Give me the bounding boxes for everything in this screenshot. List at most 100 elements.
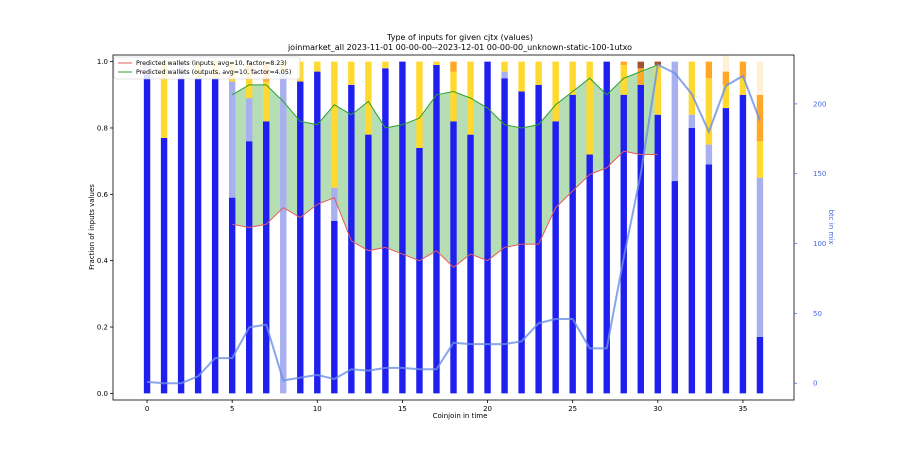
bar-yellow-10	[314, 61, 321, 72]
bar-yellow-1	[160, 61, 168, 138]
bar-yellow-14	[382, 61, 389, 69]
x-tick-label-5: 5	[230, 405, 234, 413]
bar-blue-21	[501, 78, 508, 394]
x-tick-label-35: 35	[738, 405, 747, 413]
y-right-tick-label-150: 150	[813, 170, 826, 178]
bar-orange-35	[739, 61, 747, 79]
bar-yellow-21	[501, 61, 508, 72]
bar-yellow-22	[518, 61, 525, 92]
predicted-outputs-line	[231, 64, 658, 129]
bar-yellow-13	[365, 61, 372, 135]
bar-orange-33	[705, 61, 713, 79]
bar-blue-6	[246, 141, 253, 394]
bar-blue-14	[382, 68, 389, 394]
bar-yellow-34	[722, 84, 730, 109]
bar-yellow-26	[586, 61, 593, 155]
legend-box	[113, 56, 301, 80]
bar-blue-3	[194, 78, 202, 394]
bar-yellow-18	[450, 71, 457, 122]
bar-blue-13	[365, 134, 372, 394]
bar-light_blue-31	[671, 61, 679, 182]
bar-blue-25	[569, 94, 576, 394]
bar-orange-34	[722, 71, 730, 85]
x-tick-label-20: 20	[483, 405, 492, 413]
y-axis-right-label: btc in mix	[827, 210, 835, 245]
x-tick-label-25: 25	[568, 405, 577, 413]
bar-blue-5	[228, 197, 236, 394]
bar-light_blue-8	[280, 71, 287, 394]
bar-blue-4	[211, 78, 219, 394]
bar-cream-36	[756, 61, 764, 95]
bar-blue-20	[484, 61, 491, 394]
y-tick-label-0.2: 0.2	[97, 324, 108, 332]
bar-yellow-16	[416, 61, 423, 148]
x-tick-label-0: 0	[145, 405, 149, 413]
predicted-inputs-line	[232, 150, 658, 268]
bar-blue-26	[586, 154, 593, 394]
bar-blue-0	[143, 74, 151, 394]
bar-blue-31	[671, 181, 679, 394]
bar-yellow-28	[620, 64, 627, 95]
bar-brown-29	[637, 61, 644, 69]
y-tick-label-0: 0.0	[97, 390, 108, 398]
y-right-tick-label-200: 200	[813, 100, 826, 108]
y-tick-label-0.4: 0.4	[97, 257, 109, 265]
bar-yellow-30	[654, 64, 661, 115]
bar-yellow-25	[569, 61, 576, 95]
bar-light_blue-6	[246, 98, 253, 142]
bar-blue-30	[654, 114, 661, 394]
btc-in-mix-line	[146, 63, 761, 385]
bar-light_blue-5	[228, 81, 236, 198]
bar-blue-35	[739, 94, 747, 394]
bar-orange-29	[637, 68, 644, 85]
bar-blue-16	[416, 147, 423, 394]
y-tick-label-1: 1.0	[97, 58, 108, 66]
bar-blue-27	[603, 61, 610, 394]
bar-blue-36	[756, 336, 764, 394]
bar-blue-28	[620, 94, 627, 394]
line-layer	[146, 63, 761, 385]
x-axis-label: Coinjoin in time	[433, 412, 488, 420]
bar-brown-30	[654, 61, 661, 65]
bar-light_blue-32	[688, 114, 696, 128]
plot-frame	[112, 54, 795, 401]
bar-blue-11	[331, 220, 338, 394]
bar-yellow-32	[688, 61, 696, 115]
y-right-tick-label-0: 0	[813, 380, 817, 388]
bar-light_blue-33	[705, 144, 713, 165]
bar-light_blue-21	[501, 71, 508, 79]
bar-blue-23	[535, 84, 542, 394]
bar-orange-28	[620, 61, 627, 65]
bar-blue-24	[552, 121, 559, 394]
y-tick-label-0.8: 0.8	[97, 124, 108, 132]
bar-blue-10	[314, 71, 321, 394]
bar-blue-32	[688, 127, 696, 394]
bar-blue-19	[467, 134, 474, 394]
legend-label-inputs: Predicted wallets (inputs, avg=10, facto…	[136, 60, 287, 67]
y-right-tick-label-100: 100	[813, 240, 826, 248]
bar-light_blue-36	[756, 177, 764, 337]
bar-blue-22	[518, 91, 525, 394]
bar-light_blue-11	[331, 187, 338, 221]
y-axis-label: Fraction of inputs values	[88, 184, 96, 270]
bar-blue-7	[263, 121, 270, 394]
bar-blue-1	[160, 137, 168, 394]
x-tick-label-30: 30	[653, 405, 662, 413]
chart-title: Type of inputs for given cjtx (values)	[386, 33, 533, 42]
y-right-tick-label-50: 50	[813, 310, 822, 318]
bar-orange-18	[450, 61, 457, 72]
bar-yellow-7	[263, 81, 270, 122]
prediction-band-layer	[232, 64, 658, 268]
bar-yellow-35	[739, 78, 747, 95]
bar-yellow-23	[535, 61, 542, 85]
bar-blue-12	[348, 84, 355, 394]
bar-blue-33	[705, 164, 713, 394]
bar-yellow-33	[705, 78, 713, 145]
bar-blue-9	[297, 81, 304, 394]
bar-yellow-12	[348, 61, 355, 85]
axis-layer: 0 5 10 15 20 25 30 35 0.0 0.2 0.4 0.6 0.8 1.0 0 50 100 15…	[97, 54, 826, 413]
x-tick-label-10: 10	[313, 405, 322, 413]
bar-cream-34	[722, 55, 730, 72]
bar-yellow-11	[331, 61, 338, 188]
